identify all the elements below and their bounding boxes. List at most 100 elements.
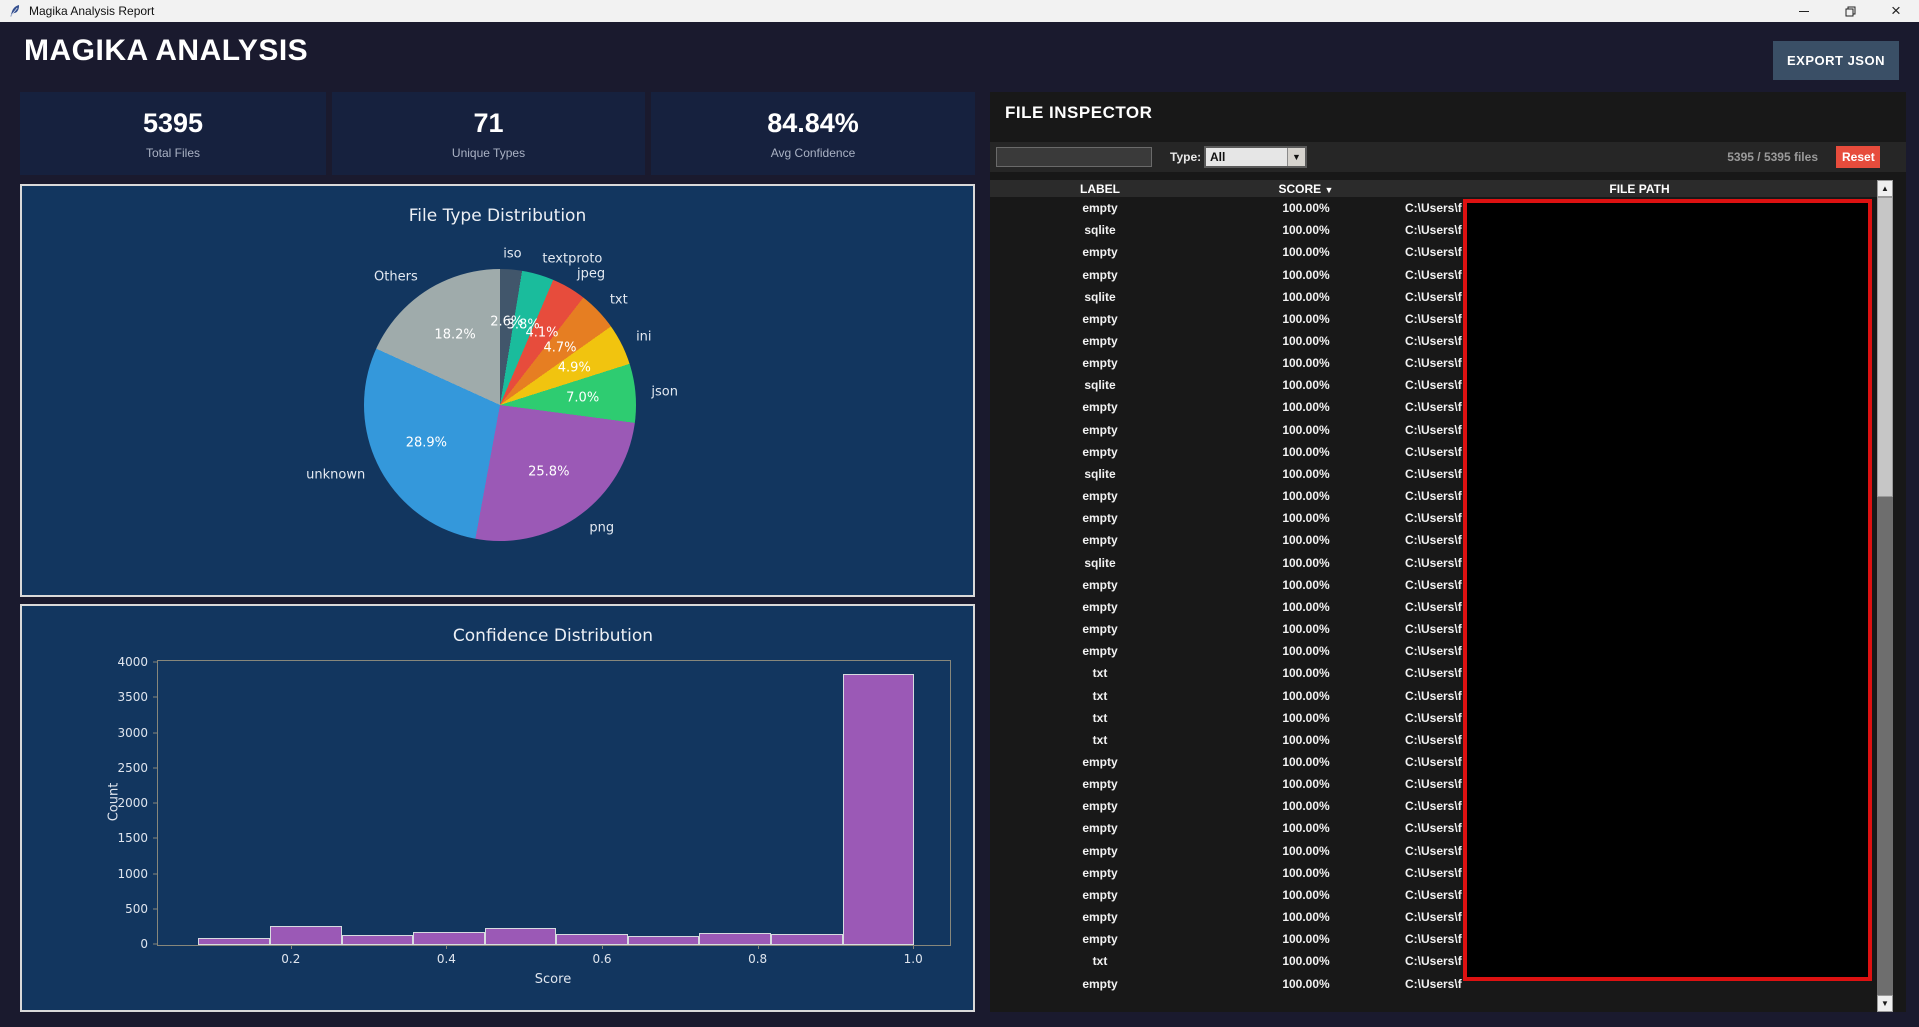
table-row[interactable]: empty 100.00% C:\Users\f <box>990 330 1877 352</box>
table-row[interactable]: empty 100.00% C:\Users\f <box>990 817 1877 839</box>
row-score: 100.00% <box>1282 821 1330 836</box>
type-filter-dropdown[interactable]: All ▼ <box>1204 146 1307 168</box>
table-row[interactable]: empty 100.00% C:\Users\f <box>990 197 1877 219</box>
table-row[interactable]: empty 100.00% C:\Users\f <box>990 840 1877 862</box>
pie-slice-percent: 7.0% <box>566 390 600 406</box>
x-tick-mark <box>290 945 292 949</box>
y-tick-mark <box>153 837 157 839</box>
row-label: txt <box>1092 666 1108 681</box>
table-row[interactable]: txt 100.00% C:\Users\f <box>990 662 1877 684</box>
table-row[interactable]: empty 100.00% C:\Users\f <box>990 906 1877 928</box>
table-row[interactable]: empty 100.00% C:\Users\f <box>990 308 1877 330</box>
table-row[interactable]: empty 100.00% C:\Users\f <box>990 241 1877 263</box>
row-path: C:\Users\f <box>1405 821 1462 836</box>
row-score: 100.00% <box>1282 622 1330 637</box>
table-row[interactable]: empty 100.00% C:\Users\f <box>990 507 1877 529</box>
scroll-up-icon[interactable]: ▲ <box>1877 180 1893 197</box>
stat-value: 84.84% <box>767 107 859 138</box>
row-label: empty <box>1082 821 1118 836</box>
type-filter-value: All <box>1210 150 1226 164</box>
stat-value: 71 <box>473 107 504 138</box>
row-path: C:\Users\f <box>1405 644 1462 659</box>
pie-slice-label: png <box>589 520 615 536</box>
table-row[interactable]: empty 100.00% C:\Users\f <box>990 529 1877 551</box>
table-row[interactable]: empty 100.00% C:\Users\f <box>990 396 1877 418</box>
table-row[interactable]: sqlite 100.00% C:\Users\f <box>990 552 1877 574</box>
x-tick-mark <box>913 945 915 949</box>
restore-button[interactable] <box>1827 0 1873 22</box>
row-path: C:\Users\f <box>1405 932 1462 947</box>
row-path: C:\Users\f <box>1405 799 1462 814</box>
stat-label: Unique Types <box>451 145 526 160</box>
scroll-down-icon[interactable]: ▼ <box>1877 995 1893 1012</box>
row-label: empty <box>1082 777 1118 792</box>
table-row[interactable]: sqlite 100.00% C:\Users\f <box>990 463 1877 485</box>
table-row[interactable]: empty 100.00% C:\Users\f <box>990 640 1877 662</box>
table-row[interactable]: empty 100.00% C:\Users\f <box>990 596 1877 618</box>
row-score: 100.00% <box>1282 267 1330 282</box>
table-row[interactable]: empty 100.00% C:\Users\f <box>990 263 1877 285</box>
row-path: C:\Users\f <box>1405 732 1462 747</box>
table-row[interactable]: empty 100.00% C:\Users\f <box>990 773 1877 795</box>
table-row[interactable]: txt 100.00% C:\Users\f <box>990 707 1877 729</box>
row-score: 100.00% <box>1282 201 1330 216</box>
table-row[interactable]: empty 100.00% C:\Users\f <box>990 485 1877 507</box>
table-row[interactable]: txt 100.00% C:\Users\f <box>990 950 1877 972</box>
table-row[interactable]: txt 100.00% C:\Users\f <box>990 684 1877 706</box>
row-score: 100.00% <box>1282 289 1330 304</box>
table-row[interactable]: sqlite 100.00% C:\Users\f <box>990 286 1877 308</box>
row-label: empty <box>1082 887 1118 902</box>
table-row[interactable]: empty 100.00% C:\Users\f <box>990 574 1877 596</box>
row-label: empty <box>1082 976 1118 991</box>
table-row[interactable]: empty 100.00% C:\Users\f <box>990 441 1877 463</box>
y-tick-mark <box>153 873 157 875</box>
row-label: empty <box>1082 489 1118 504</box>
minimize-button[interactable] <box>1781 0 1827 22</box>
pie-slice-label: jpeg <box>576 266 606 282</box>
column-header-label[interactable]: LABEL <box>1080 181 1120 196</box>
histogram-bar <box>771 933 843 945</box>
y-tick-label: 500 <box>125 901 148 916</box>
stat-card-avg-confidence: 84.84% Avg Confidence <box>651 92 975 175</box>
close-button[interactable]: × <box>1873 0 1919 22</box>
x-tick-label: 0.6 <box>592 952 612 966</box>
y-tick-mark <box>153 696 157 698</box>
table-row[interactable]: empty 100.00% C:\Users\f <box>990 419 1877 441</box>
files-count: 5395 / 5395 files <box>1727 150 1818 164</box>
stat-value: 5395 <box>142 107 204 138</box>
table-row[interactable]: txt 100.00% C:\Users\f <box>990 729 1877 751</box>
table-row[interactable]: empty 100.00% C:\Users\f <box>990 795 1877 817</box>
table-row[interactable]: sqlite 100.00% C:\Users\f <box>990 219 1877 241</box>
scrollbar-thumb[interactable] <box>1877 197 1893 497</box>
table-row[interactable]: sqlite 100.00% C:\Users\f <box>990 374 1877 396</box>
row-path: C:\Users\f <box>1405 754 1462 769</box>
vertical-scrollbar[interactable]: ▲ ▼ <box>1877 180 1893 1012</box>
table-row[interactable]: empty 100.00% C:\Users\f <box>990 862 1877 884</box>
export-json-button[interactable]: EXPORT JSON <box>1773 41 1899 80</box>
table-row[interactable]: empty 100.00% C:\Users\f <box>990 884 1877 906</box>
pie-slice-percent: 25.8% <box>528 464 570 480</box>
histogram-bar <box>627 935 700 945</box>
table-row[interactable]: empty 100.00% C:\Users\f <box>990 928 1877 950</box>
histogram-bar <box>413 931 485 945</box>
table-row[interactable]: empty 100.00% C:\Users\f <box>990 751 1877 773</box>
row-label: empty <box>1082 400 1118 415</box>
pie-slice-percent: 4.1% <box>525 325 559 341</box>
table-header: LABEL SCORE ▼ FILE PATH <box>990 180 1877 197</box>
y-tick-label: 3000 <box>117 725 148 740</box>
y-tick-mark <box>153 943 157 945</box>
reset-button[interactable]: Reset <box>1836 146 1880 168</box>
row-label: txt <box>1092 710 1108 725</box>
row-score: 100.00% <box>1282 887 1330 902</box>
table-row[interactable]: empty 100.00% C:\Users\f <box>990 618 1877 640</box>
chevron-down-icon[interactable]: ▼ <box>1287 148 1305 166</box>
row-score: 100.00% <box>1282 533 1330 548</box>
table-row[interactable]: empty 100.00% C:\Users\f <box>990 352 1877 374</box>
y-tick-label: 1500 <box>117 831 148 846</box>
column-header-score[interactable]: SCORE ▼ <box>1278 181 1334 196</box>
row-label: empty <box>1082 843 1118 858</box>
table-row[interactable]: empty 100.00% C:\Users\f <box>990 972 1877 994</box>
column-header-path[interactable]: FILE PATH <box>1609 181 1670 196</box>
row-score: 100.00% <box>1282 245 1330 260</box>
search-input[interactable] <box>996 147 1152 167</box>
